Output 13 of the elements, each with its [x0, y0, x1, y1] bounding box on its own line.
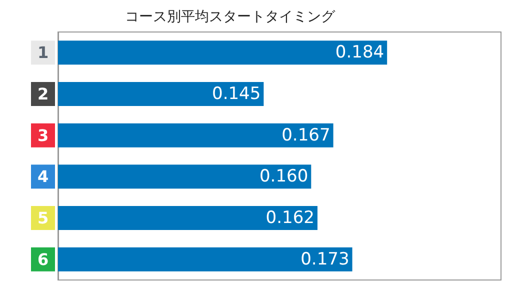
y-tick-label: 2: [37, 84, 49, 104]
chart-title: コース別平均スタートタイミング: [125, 9, 336, 25]
y-tick-label: 5: [37, 208, 49, 228]
data-label: 0.184: [335, 42, 384, 63]
data-label: 0.173: [300, 249, 350, 270]
data-label: 0.162: [266, 208, 314, 228]
y-tick-label: 4: [37, 167, 49, 186]
data-label: 0.167: [282, 125, 330, 146]
data-label: 0.160: [259, 166, 308, 187]
y-tick-label: 3: [37, 126, 49, 145]
y-tick-label: 1: [37, 43, 49, 62]
data-label: 0.145: [212, 84, 261, 104]
y-tick-label: 6: [37, 250, 49, 269]
